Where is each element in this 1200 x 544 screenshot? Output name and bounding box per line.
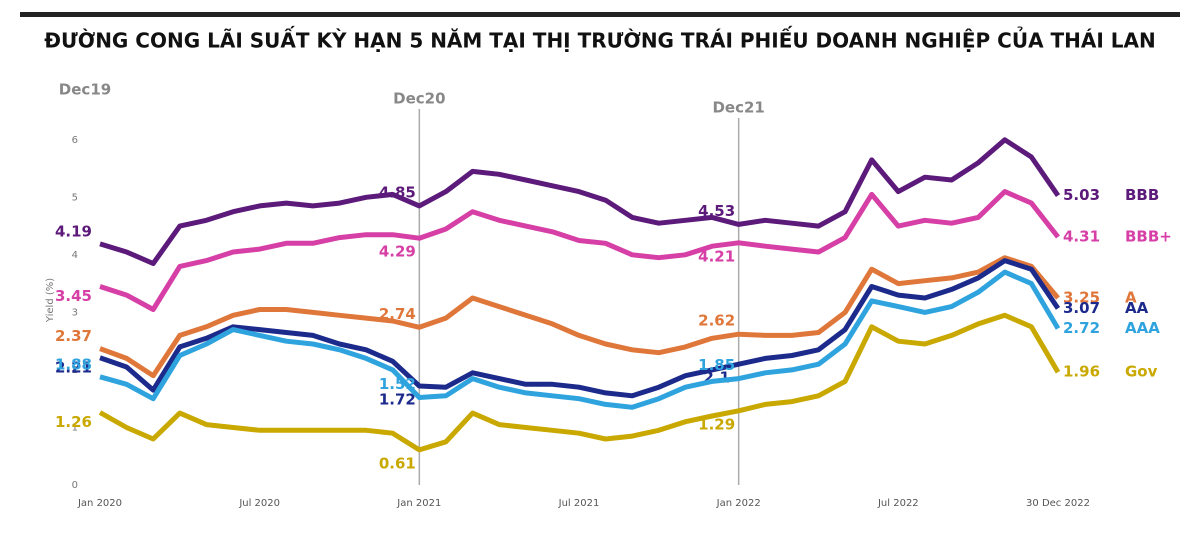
y-tick-label: 3 — [72, 307, 78, 318]
legend-entry: A — [1125, 289, 1137, 307]
data-label: 1.72 — [379, 391, 416, 409]
data-label: 2.37 — [55, 327, 92, 345]
data-label: 1.29 — [698, 415, 735, 433]
annotation: Dec21 — [712, 99, 764, 117]
x-tick-label: Jul 2021 — [558, 498, 600, 509]
x-tick-label: Jan 2022 — [716, 498, 761, 509]
y-tick-label: 1 — [72, 422, 78, 433]
data-label: 1.26 — [55, 413, 92, 431]
data-label: 5.03 — [1063, 186, 1100, 204]
chart-title: ĐƯỜNG CONG LÃI SUẤT KỲ HẠN 5 NĂM TẠI THỊ… — [44, 27, 1156, 53]
data-label: 1.52 — [379, 375, 416, 393]
data-label: 2.62 — [698, 312, 735, 330]
data-label: 4.21 — [698, 247, 735, 265]
x-tick-label: Jan 2020 — [77, 498, 122, 509]
data-label: 3.25 — [1063, 289, 1100, 307]
series-line — [99, 137, 1061, 266]
data-label: 2.74 — [379, 305, 416, 323]
data-label: 4.19 — [55, 222, 92, 240]
series-line — [99, 258, 1061, 399]
data-label: 2.21 — [55, 358, 92, 376]
data-label: 2.72 — [1063, 319, 1100, 337]
series-line — [99, 189, 1060, 312]
data-label: 4.29 — [379, 243, 416, 261]
data-label: 0.61 — [379, 454, 416, 472]
data-label: 4.85 — [379, 183, 416, 201]
legend-entry: Gov — [1125, 363, 1158, 381]
data-label: 4.53 — [698, 202, 735, 220]
y-tick-label: 4 — [72, 250, 78, 261]
data-label: 1.85 — [698, 356, 735, 374]
series-line — [99, 255, 1060, 379]
top-rule — [20, 12, 1180, 17]
y-axis-label: Yield (%) — [45, 278, 56, 323]
data-label: 3.07 — [1063, 299, 1100, 317]
data-label: 1.96 — [1063, 363, 1100, 381]
legend-entry: BBB+ — [1125, 228, 1172, 246]
data-label: 3.45 — [55, 287, 92, 305]
legend-entry: AAA — [1125, 319, 1160, 337]
y-tick-label: 0 — [72, 480, 78, 491]
x-tick-label: Jul 2022 — [877, 498, 919, 509]
annotation: Dec20 — [393, 90, 445, 108]
series-line — [99, 269, 1061, 410]
x-tick-label: Jul 2020 — [238, 498, 280, 509]
y-tick-label: 6 — [72, 135, 78, 146]
series-line — [98, 312, 1061, 453]
y-tick-label: 5 — [72, 192, 78, 203]
legend-entry: AA — [1125, 299, 1149, 317]
legend-entry: BBB — [1125, 186, 1159, 204]
annotation: Dec19 — [59, 81, 111, 99]
x-tick-label: 30 Dec 2022 — [1026, 498, 1090, 509]
x-tick-label: Jan 2021 — [396, 498, 441, 509]
y-tick-label: 2 — [72, 365, 78, 376]
data-label: 4.31 — [1063, 228, 1100, 246]
data-label: 1.88 — [55, 355, 92, 373]
